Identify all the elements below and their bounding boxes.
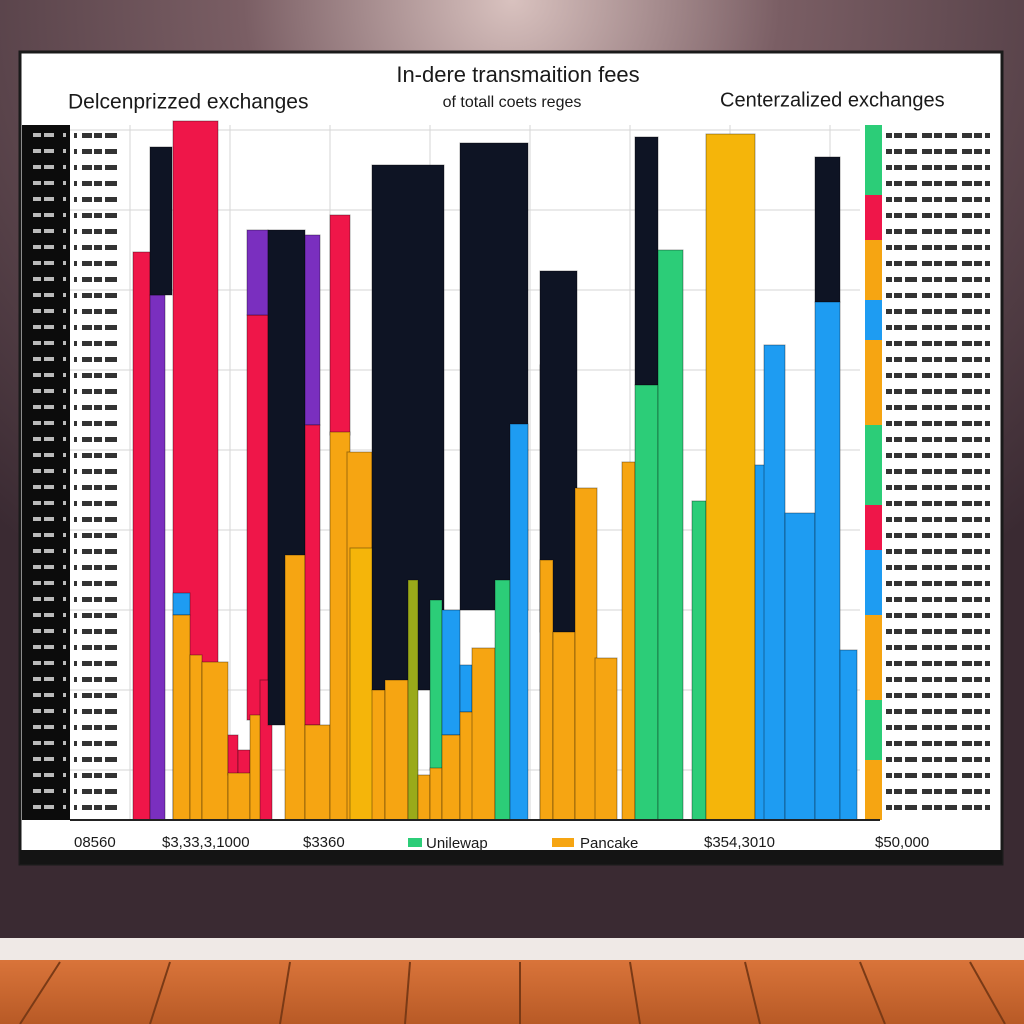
strip-segment bbox=[865, 425, 882, 505]
bar bbox=[304, 424, 321, 726]
bar bbox=[471, 647, 496, 821]
subtitle: of totall coets reges bbox=[443, 94, 582, 111]
bar bbox=[304, 234, 321, 426]
bar bbox=[132, 251, 151, 821]
legend-swatch bbox=[408, 838, 422, 847]
right-color-strip bbox=[865, 125, 882, 820]
bars bbox=[132, 120, 858, 821]
bar bbox=[284, 554, 306, 821]
bar bbox=[634, 136, 659, 386]
bar bbox=[784, 512, 816, 821]
bar bbox=[429, 767, 443, 821]
bar bbox=[763, 344, 786, 821]
strip-segment bbox=[865, 195, 882, 240]
strip-segment bbox=[865, 760, 882, 820]
title: In-dere transmaition fees bbox=[396, 62, 639, 87]
bar bbox=[657, 249, 684, 821]
strip-segment bbox=[865, 125, 882, 195]
bar bbox=[509, 423, 529, 821]
bar bbox=[634, 384, 659, 821]
bar bbox=[237, 749, 251, 776]
strip-segment bbox=[865, 505, 882, 550]
bar bbox=[429, 599, 443, 771]
bar bbox=[149, 294, 166, 821]
footer-label: $50,000 bbox=[875, 834, 929, 851]
legend-label: Unilewap bbox=[426, 835, 488, 852]
left-heading: Delcenprizzed exchanges bbox=[68, 91, 308, 114]
floor-planks bbox=[19, 961, 1006, 1024]
legend-label: Pancake bbox=[580, 835, 638, 852]
bar bbox=[594, 657, 618, 821]
bar bbox=[384, 679, 409, 821]
strip-segment bbox=[865, 240, 882, 300]
bar bbox=[371, 689, 386, 821]
footer-label: $3360 bbox=[303, 834, 345, 851]
bar bbox=[494, 579, 511, 821]
bar bbox=[839, 649, 858, 821]
baseboard bbox=[0, 938, 1024, 960]
strip-segment bbox=[865, 340, 882, 425]
bar bbox=[459, 664, 473, 713]
footer-label: $354,3010 bbox=[704, 834, 775, 851]
bar bbox=[705, 133, 756, 821]
strip-segment bbox=[865, 615, 882, 700]
bar bbox=[441, 734, 461, 821]
bar bbox=[246, 229, 269, 316]
bar bbox=[407, 579, 419, 821]
bar bbox=[621, 461, 636, 821]
floor bbox=[0, 960, 1024, 1024]
bar bbox=[227, 734, 239, 776]
bar bbox=[329, 214, 351, 436]
bar bbox=[441, 609, 461, 736]
bar bbox=[227, 772, 251, 821]
bar bbox=[149, 146, 173, 296]
bar bbox=[417, 774, 431, 821]
bar bbox=[246, 314, 269, 721]
legend-swatch bbox=[552, 838, 574, 847]
bar bbox=[539, 559, 554, 821]
footer-label: 08560 bbox=[74, 834, 116, 851]
strip-segment bbox=[865, 550, 882, 615]
bar bbox=[691, 500, 707, 821]
bar bbox=[814, 156, 841, 303]
footer-label: $3,33,3,1000 bbox=[162, 834, 250, 851]
bar bbox=[201, 661, 229, 821]
poster-bottom-edge bbox=[20, 850, 1002, 864]
strip-segment bbox=[865, 300, 882, 340]
right-heading: Centerzalized exchanges bbox=[720, 89, 945, 111]
strip-segment bbox=[865, 700, 882, 760]
bar bbox=[574, 487, 598, 821]
right-axis-labels bbox=[886, 126, 990, 816]
bar bbox=[814, 301, 841, 821]
bar bbox=[172, 592, 191, 616]
bar bbox=[189, 654, 203, 821]
left-axis-labels bbox=[74, 128, 118, 818]
bar bbox=[304, 724, 331, 821]
bar bbox=[349, 547, 376, 821]
bar bbox=[172, 614, 191, 821]
left-axis-labels bbox=[26, 128, 66, 818]
bar bbox=[552, 631, 576, 821]
